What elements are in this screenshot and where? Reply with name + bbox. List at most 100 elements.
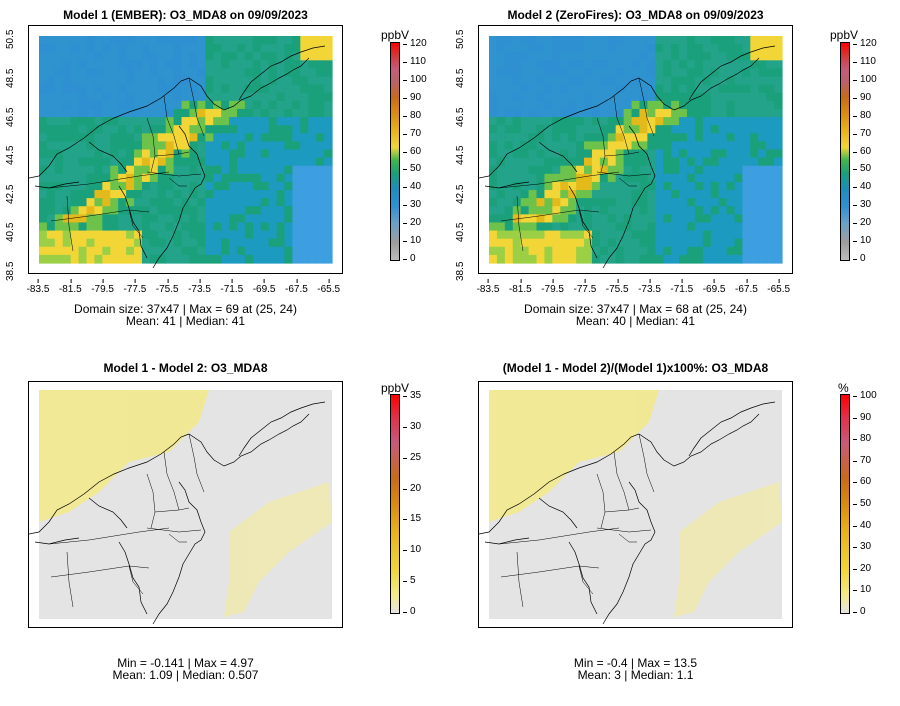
grid-cell — [615, 125, 625, 134]
grid-cell — [284, 222, 294, 232]
grid-cell — [39, 246, 48, 256]
grid-cell — [46, 238, 56, 248]
grid-cell — [260, 198, 270, 207]
grid-cell — [70, 173, 80, 183]
grid-cell — [631, 214, 641, 224]
grid-cell — [134, 108, 143, 118]
x-axis-tick-label: -73.5 — [188, 279, 211, 295]
grid-cell — [197, 230, 206, 240]
grid-cell — [292, 60, 301, 70]
grid-cell — [726, 173, 736, 183]
grid-cell — [86, 125, 96, 134]
grid-cell — [758, 141, 767, 151]
grid-cell — [46, 141, 56, 151]
grid-cell — [774, 222, 783, 232]
grid-cell — [528, 36, 538, 45]
grid-cell — [631, 36, 641, 45]
grid-cell — [726, 165, 736, 175]
colorbar-tick-label: 120 — [853, 38, 877, 49]
grid-cell — [39, 125, 48, 134]
grid-cell — [260, 206, 270, 215]
grid-cell — [758, 206, 767, 215]
grid-cell — [276, 181, 286, 191]
grid-cell — [268, 92, 278, 102]
colorbar-percent — [840, 394, 850, 614]
grid-cell — [284, 165, 294, 175]
grid-cell — [110, 254, 119, 264]
grid-cell — [292, 133, 301, 142]
grid-cell — [568, 206, 577, 215]
colorbar-tick-label: 35 — [402, 390, 422, 401]
grid-cell — [496, 44, 506, 53]
grid-cell — [623, 117, 633, 126]
grid-cell — [94, 68, 103, 78]
state-border — [638, 433, 655, 493]
coastline — [568, 541, 598, 615]
grid-cell — [671, 141, 680, 151]
state-border — [146, 117, 156, 173]
grid-cell — [655, 222, 664, 232]
grid-cell — [623, 133, 633, 142]
grid-cell — [726, 117, 736, 126]
grid-cell — [552, 165, 561, 175]
grid-cell — [94, 190, 103, 199]
grid-cell — [141, 92, 151, 102]
grid-cell — [110, 181, 119, 191]
grid-cell — [591, 92, 601, 102]
grid-cell — [623, 173, 633, 183]
grid-cell — [39, 100, 48, 110]
grid-cell — [758, 222, 767, 232]
grid-cell — [671, 246, 680, 256]
grid-cell — [710, 52, 720, 61]
grid-cell — [528, 92, 538, 102]
grid-cell — [742, 190, 751, 199]
grid-cell — [623, 181, 633, 191]
grid-cell — [118, 125, 127, 134]
grid-cell — [284, 254, 294, 264]
grid-cell — [710, 173, 720, 183]
grid-cell — [221, 254, 230, 264]
grid-cell — [655, 44, 664, 53]
colorbar-tick-label: 30 — [402, 199, 422, 211]
grid-cell — [544, 157, 553, 167]
grid-cell — [489, 84, 498, 94]
grid-cell — [316, 222, 325, 232]
grid-cell — [679, 36, 688, 45]
grid-cell — [655, 149, 664, 159]
grid-cell — [244, 173, 254, 183]
grid-cell — [260, 165, 270, 175]
y-axis-tick-label: 40.5 — [5, 222, 16, 243]
grid-cell — [134, 133, 143, 142]
colorbar-tick-label: 10 — [852, 235, 872, 247]
grid-cell — [552, 214, 561, 224]
state-border — [50, 209, 150, 222]
grid-cell — [734, 84, 744, 94]
grid-cell — [276, 173, 286, 183]
grid-cell — [205, 149, 214, 159]
grid-cell — [229, 157, 238, 167]
grid-cell — [576, 68, 585, 78]
grid-cell — [229, 52, 238, 61]
colorbar-unit: % — [838, 381, 849, 395]
grid-cell — [244, 117, 254, 126]
grid-cell — [181, 238, 191, 248]
grid-cell — [94, 117, 103, 126]
grid-cell — [86, 36, 96, 45]
grid-cell — [118, 133, 127, 142]
grid-cell — [268, 108, 278, 118]
grid-cell — [766, 52, 775, 61]
grid-cell — [663, 60, 672, 70]
grid-cell — [78, 125, 88, 134]
grid-cell — [686, 60, 696, 70]
grid-cell — [324, 214, 333, 224]
grid-cell — [528, 198, 538, 207]
grid-cell — [149, 165, 159, 175]
state-border — [128, 565, 144, 595]
grid-cell — [750, 100, 759, 110]
y-axis-tick-label: 48.5 — [5, 68, 16, 88]
grid-cell — [623, 36, 633, 45]
grid-cell — [489, 165, 498, 175]
grid-cell — [639, 52, 648, 61]
grid-cell — [94, 108, 103, 118]
grid-cell — [173, 157, 183, 167]
